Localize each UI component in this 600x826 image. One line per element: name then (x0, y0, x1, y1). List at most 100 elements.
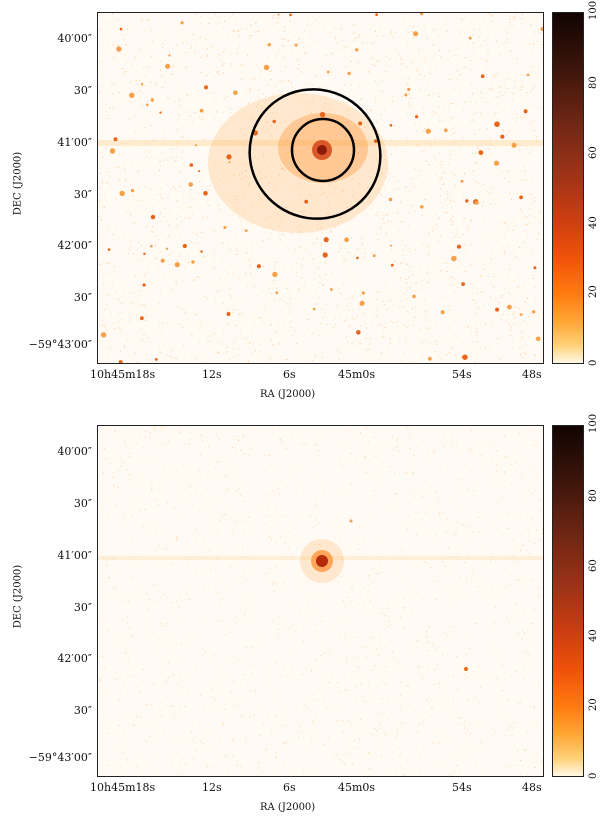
noise-speck (414, 249, 416, 251)
noise-speck (301, 730, 303, 732)
noise-speck (376, 292, 378, 294)
point-source (349, 519, 353, 523)
noise-speck (423, 117, 425, 119)
noise-speck (137, 284, 139, 286)
noise-speck (161, 625, 163, 627)
noise-speck (310, 745, 312, 747)
noise-speck (520, 338, 522, 340)
noise-speck (321, 621, 323, 622)
noise-speck (109, 21, 111, 23)
noise-speck (450, 284, 452, 286)
noise-speck (407, 311, 409, 313)
noise-speck (119, 744, 121, 746)
noise-speck (315, 444, 317, 445)
noise-speck (201, 362, 203, 363)
noise-speck (252, 116, 254, 118)
noise-speck (203, 536, 205, 538)
noise-speck (330, 109, 332, 111)
noise-speck (222, 65, 223, 67)
noise-speck (178, 775, 180, 776)
noise-speck (287, 676, 289, 678)
noise-speck (249, 88, 251, 90)
noise-speck (455, 184, 457, 185)
noise-speck (254, 444, 256, 446)
noise-speck (450, 223, 452, 225)
noise-speck (303, 184, 304, 186)
noise-speck (542, 338, 543, 340)
noise-speck (285, 338, 287, 340)
point-source (415, 115, 419, 119)
noise-speck (502, 689, 504, 691)
noise-speck (472, 574, 474, 576)
noise-speck (461, 80, 463, 82)
colorbar-tick: 100 (588, 413, 599, 433)
noise-speck (451, 432, 453, 434)
noise-speck (176, 43, 178, 45)
noise-speck (226, 82, 228, 84)
noise-speck (176, 601, 178, 603)
noise-speck (354, 748, 356, 750)
colorbar-tick: 40 (588, 216, 599, 229)
noise-speck (451, 276, 453, 278)
noise-speck (317, 228, 319, 230)
noise-speck (357, 603, 359, 605)
noise-speck (502, 295, 503, 297)
noise-speck (324, 103, 326, 105)
noise-speck (278, 174, 280, 176)
noise-speck (492, 73, 494, 75)
noise-speck (472, 341, 474, 343)
noise-speck (251, 79, 252, 81)
noise-speck (489, 191, 491, 193)
noise-speck (542, 128, 543, 130)
noise-speck (159, 348, 161, 350)
noise-speck (365, 337, 367, 339)
noise-speck (106, 182, 108, 184)
noise-speck (429, 459, 430, 461)
noise-speck (290, 298, 292, 300)
noise-speck (468, 751, 470, 753)
noise-speck (481, 349, 483, 351)
noise-speck (193, 198, 195, 199)
noise-speck (484, 576, 486, 578)
noise-speck (159, 251, 161, 253)
noise-speck (241, 577, 243, 578)
noise-speck (98, 216, 100, 217)
noise-speck (125, 651, 127, 653)
noise-speck (405, 13, 407, 15)
noise-speck (178, 275, 180, 277)
noise-speck (240, 716, 242, 718)
noise-speck (512, 218, 514, 220)
noise-speck (188, 255, 190, 257)
noise-speck (393, 189, 395, 191)
noise-speck (376, 298, 378, 300)
noise-speck (225, 514, 226, 515)
noise-speck (300, 726, 302, 728)
noise-speck (130, 650, 132, 652)
noise-speck (197, 313, 199, 315)
noise-speck (386, 660, 388, 662)
noise-speck (149, 218, 151, 220)
noise-speck (325, 708, 327, 710)
noise-speck (304, 281, 305, 283)
noise-speck (432, 230, 434, 232)
noise-speck (279, 556, 281, 558)
noise-speck (418, 328, 420, 330)
noise-speck (400, 695, 402, 697)
noise-speck (345, 457, 347, 459)
noise-speck (307, 82, 309, 84)
noise-speck (275, 84, 277, 86)
noise-speck (280, 70, 282, 72)
noise-speck (323, 744, 325, 746)
noise-speck (291, 553, 293, 555)
noise-speck (350, 84, 352, 86)
noise-speck (467, 730, 469, 732)
noise-speck (455, 533, 457, 534)
noise-speck (514, 80, 516, 82)
noise-speck (453, 116, 455, 118)
noise-speck (214, 230, 216, 232)
noise-speck (176, 217, 178, 219)
noise-speck (276, 689, 278, 691)
noise-speck (309, 194, 311, 196)
noise-speck (435, 321, 437, 323)
noise-speck (462, 234, 464, 235)
